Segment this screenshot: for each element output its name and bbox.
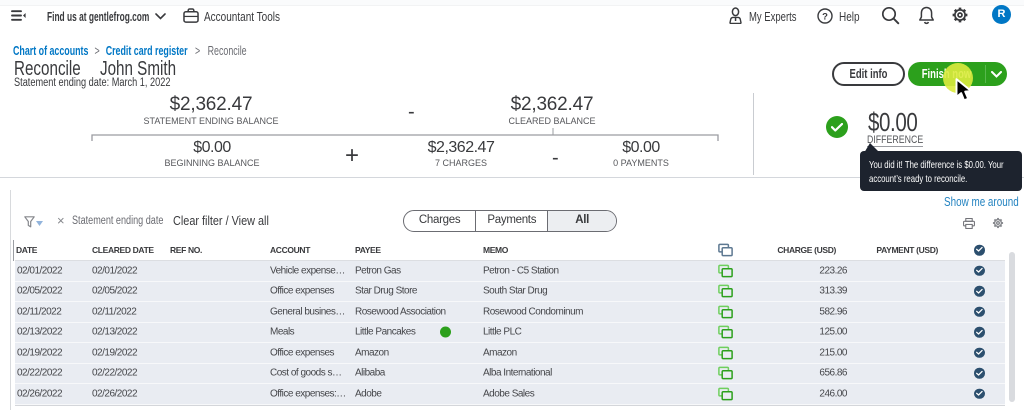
svg-text:?: ? bbox=[822, 11, 828, 22]
